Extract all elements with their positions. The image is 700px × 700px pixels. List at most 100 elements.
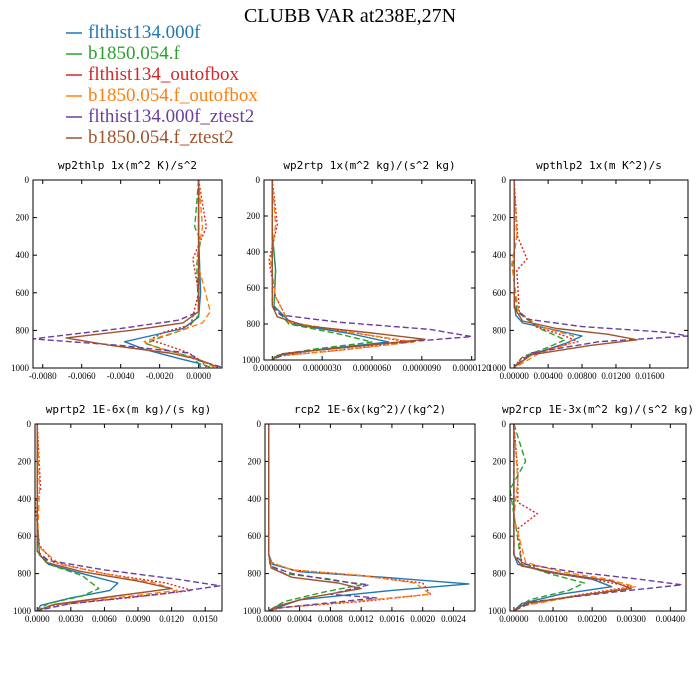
y-tick-label: 1000: [488, 606, 507, 616]
legend-entry: flthist134.000f: [88, 22, 201, 43]
series-line: [513, 424, 683, 611]
y-tick-label: 600: [247, 283, 261, 293]
x-tick-label: 0.0016: [380, 614, 405, 624]
panel-title: wp2rcp 1E-3x(m^2 kg)/(s^2 kg): [502, 403, 694, 416]
x-tick-label: 0.0150: [193, 614, 218, 624]
x-tick-label: 0.00100: [538, 614, 568, 624]
plot-frame: [34, 423, 223, 612]
x-tick-label: 0.0060: [92, 614, 117, 624]
series-line: [268, 180, 410, 360]
series-line: [271, 180, 426, 360]
legend-entry: flthist134_outofbox: [88, 64, 239, 85]
y-tick-label: 1000: [488, 363, 507, 373]
panel-6: wp2rcp 1E-3x(m^2 kg)/(s^2 kg) 0 200 400 600 8…: [488, 403, 694, 624]
series-line: [268, 424, 470, 611]
series-line: [513, 180, 579, 368]
x-tick-label: 0.0020: [410, 614, 435, 624]
legend-entry: flthist134.000f_ztest2: [88, 106, 254, 127]
y-tick-label: 200: [248, 456, 262, 466]
series-line: [510, 424, 585, 611]
panel-title: wprtp2 1E-6x(m kg)/(s kg): [46, 403, 212, 416]
panel-4: wprtp2 1E-6x(m kg)/(s kg) 0 200 400 600 800 10…: [13, 403, 223, 624]
y-tick-label: 0: [27, 419, 32, 429]
y-tick-label: 800: [248, 569, 262, 579]
series-line: [513, 424, 632, 611]
x-tick-label: -0.0080: [29, 371, 57, 381]
panel-title: wp2rtp 1x(m^2 kg)/(s^2 kg): [283, 159, 455, 172]
y-tick-label: 0: [257, 419, 262, 429]
x-tick-label: 0.00000: [500, 371, 530, 381]
series-line: [36, 424, 119, 611]
series-line: [513, 424, 636, 611]
series-line: [36, 424, 173, 611]
y-tick-label: 800: [493, 325, 507, 335]
y-tick-label: 400: [18, 494, 32, 504]
x-tick-label: 0.00000: [499, 614, 529, 624]
x-tick-label: 0.0000030: [303, 363, 342, 373]
x-tick-label: 0.0000120: [453, 363, 492, 373]
y-tick-label: 600: [16, 288, 30, 298]
y-tick-label: 400: [247, 247, 261, 257]
x-tick-label: 0.01200: [601, 371, 631, 381]
y-tick-label: 600: [248, 531, 262, 541]
series-line: [511, 180, 566, 368]
y-tick-label: 0: [502, 175, 507, 185]
panel-3: wpthlp2 1x(m K^2)/s020040060080010000.00…: [488, 159, 689, 381]
plot-frame: [32, 179, 223, 369]
series-line: [513, 424, 632, 611]
panels: wp2thlp 1x(m^2 K)/s^202004006008001000-0…: [11, 159, 694, 624]
x-tick-label: -0.0040: [107, 371, 135, 381]
x-tick-label: 0.0120: [159, 614, 184, 624]
y-tick-label: 1000: [11, 363, 30, 373]
y-tick-label: 400: [16, 250, 30, 260]
x-tick-label: 0.0000: [186, 371, 211, 381]
plot-frame: [264, 423, 476, 612]
x-tick-label: 0.00300: [617, 614, 647, 624]
series-line: [149, 180, 208, 368]
y-tick-label: 800: [493, 569, 507, 579]
series-line: [268, 424, 432, 611]
panel-1: wp2thlp 1x(m^2 K)/s^202004006008001000-0…: [11, 159, 223, 381]
y-tick-label: 1000: [243, 606, 262, 616]
y-tick-label: 0: [502, 419, 507, 429]
legend-entry: b1850.054.f: [88, 43, 181, 64]
series-line: [33, 180, 222, 368]
y-tick-label: 800: [16, 325, 30, 335]
x-tick-label: 0.00800: [567, 371, 597, 381]
y-tick-label: 1000: [242, 355, 261, 365]
plot-frame: [263, 179, 476, 361]
x-tick-label: -0.0060: [68, 371, 96, 381]
y-tick-label: 200: [16, 213, 30, 223]
series-line: [269, 180, 415, 360]
series-line: [271, 180, 373, 360]
x-tick-label: 0.0000: [256, 614, 281, 624]
y-tick-label: 400: [248, 494, 262, 504]
y-tick-label: 800: [18, 569, 32, 579]
x-tick-label: 0.0004: [287, 614, 312, 624]
series-line: [36, 424, 221, 611]
y-tick-label: 400: [493, 494, 507, 504]
x-tick-label: 0.0000060: [353, 363, 392, 373]
series-line: [513, 180, 638, 368]
x-tick-label: 0.0030: [58, 614, 83, 624]
panel-title: rcp2 1E-6x(kg^2)/(kg^2): [294, 403, 446, 416]
plot-frame: [509, 179, 689, 369]
x-tick-label: 0.0000090: [403, 363, 442, 373]
y-tick-label: 1000: [13, 606, 32, 616]
x-tick-label: 0.0090: [126, 614, 151, 624]
panel-5: rcp2 1E-6x(kg^2)/(kg^2) 0 200 400 600 800 1000…: [243, 403, 476, 624]
series-line: [268, 424, 378, 611]
series-line: [123, 180, 202, 368]
series-line: [513, 424, 613, 611]
x-tick-label: 0.0012: [349, 614, 374, 624]
series-line: [268, 424, 432, 611]
series-line: [35, 424, 193, 611]
panel-title: wp2thlp 1x(m^2 K)/s^2: [58, 159, 197, 172]
panel-2: wp2rtp 1x(m^2 kg)/(s^2 kg) 0 200 400 600 800 1…: [242, 159, 491, 373]
figure-title: CLUBB VAR at238E,27N: [244, 5, 456, 27]
y-tick-label: 200: [493, 456, 507, 466]
x-tick-label: 0.0008: [318, 614, 343, 624]
y-tick-label: 600: [493, 531, 507, 541]
series-line: [513, 180, 688, 368]
x-tick-label: -0.0020: [146, 371, 174, 381]
